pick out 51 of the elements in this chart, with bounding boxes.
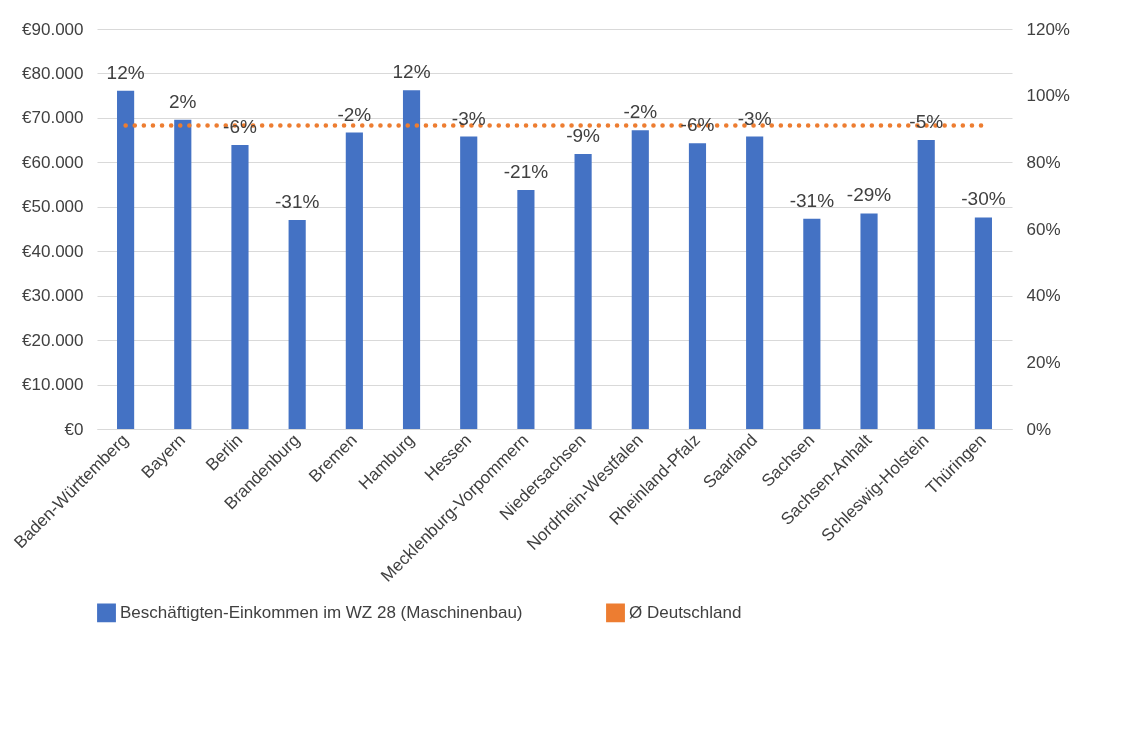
- bar: [174, 119, 192, 429]
- annotation: -9%: [566, 124, 601, 146]
- annotation: 2%: [169, 90, 197, 112]
- annotation: -2%: [623, 101, 658, 123]
- y2-tick-label: 80%: [1026, 152, 1061, 172]
- legend-label: Beschäftigten-Einkommen im WZ 28 (Maschinenbau): [120, 602, 523, 622]
- bar: [231, 145, 249, 429]
- annotation: 12%: [106, 61, 145, 83]
- bar: [631, 130, 649, 429]
- y-tick-label: €60.000: [22, 152, 84, 172]
- y2-tick-label: 40%: [1026, 286, 1061, 306]
- annotation: -3%: [737, 107, 772, 129]
- bar: [517, 189, 535, 429]
- bar: [917, 140, 935, 429]
- annotation: -31%: [789, 189, 835, 211]
- y-tick-label: €10.000: [22, 375, 84, 395]
- y2-tick-label: 20%: [1026, 352, 1061, 372]
- y2-tick-label: 100%: [1026, 86, 1070, 106]
- annotation: -5%: [909, 111, 944, 133]
- bar: [803, 218, 821, 429]
- bar: [574, 153, 592, 429]
- annotation: -2%: [337, 103, 372, 125]
- annotation: -3%: [451, 107, 486, 129]
- y2-tick-label: 0%: [1026, 419, 1052, 439]
- bar: [402, 90, 421, 429]
- y-tick-label: €0: [64, 419, 84, 439]
- bar: [746, 136, 764, 429]
- bar: [688, 143, 707, 429]
- bar: [974, 217, 992, 429]
- y-tick-label: €40.000: [22, 241, 84, 261]
- y2-tick-label: 60%: [1026, 219, 1061, 239]
- bar: [288, 220, 306, 429]
- annotation: -21%: [503, 160, 549, 182]
- bar: [345, 132, 363, 429]
- annotation: -6%: [223, 116, 257, 137]
- annotation: -31%: [274, 191, 320, 213]
- annotation: -6%: [680, 114, 715, 136]
- y-tick-label: €50.000: [22, 197, 84, 217]
- legend-label: Ø Deutschland: [629, 602, 742, 622]
- annotation: 12%: [392, 61, 431, 83]
- bar: [460, 136, 478, 429]
- y-tick-label: €70.000: [22, 108, 84, 128]
- bar: [117, 90, 135, 429]
- annotation: -30%: [961, 188, 1006, 210]
- y-tick-label: €30.000: [22, 286, 84, 306]
- y2-tick-label: 120%: [1026, 19, 1070, 39]
- y-tick-label: €80.000: [22, 63, 84, 83]
- bar: [860, 213, 878, 429]
- annotation: -29%: [846, 184, 892, 206]
- y-tick-label: €90.000: [22, 19, 84, 39]
- y-tick-label: €20.000: [22, 330, 84, 350]
